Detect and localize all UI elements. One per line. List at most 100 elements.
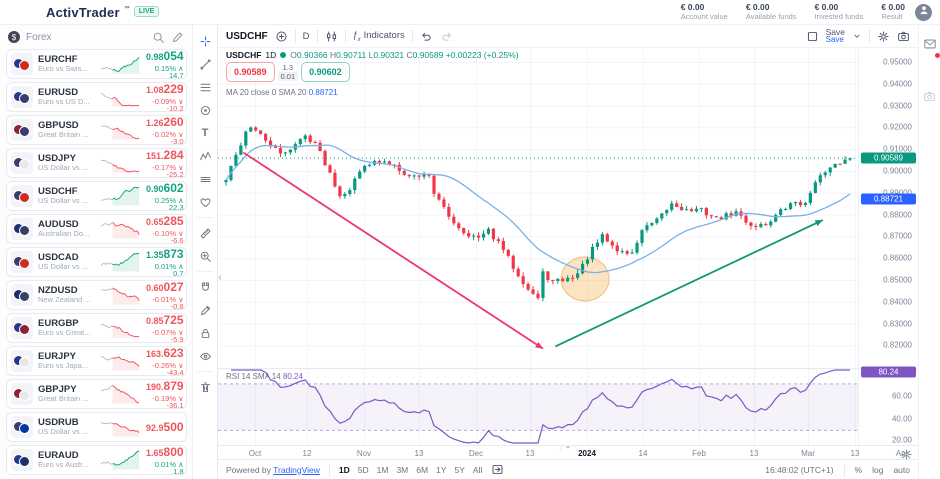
pane-collapse-chevron-icon[interactable]: ⌃: [559, 445, 577, 454]
watchlist-item-audusd[interactable]: AUDUSD Australian Do... 0.65285 -0.10% ∨…: [6, 214, 187, 245]
hide-drawings-tool-icon[interactable]: [196, 348, 214, 364]
watchlist-item-gbpusd[interactable]: GBPUSD Great Britain ... 1.26260 -0.02% …: [6, 115, 187, 147]
snapshot-camera-icon[interactable]: [897, 30, 910, 43]
time-axis[interactable]: ⌃ Oct 12 Nov 13 Dec 13 2024 14 Feb 13 Mar 13 Apr: [218, 445, 918, 460]
instrument-change: -0.02% ∨ -3.0: [152, 129, 184, 147]
trend-line-tool-icon[interactable]: [196, 56, 214, 72]
indicators-button[interactable]: ƒx Indicators: [353, 30, 405, 43]
auto-scale-button[interactable]: auto: [893, 464, 910, 475]
text-tool-icon[interactable]: T: [201, 127, 209, 139]
powered-by-text: Powered by TradingView: [226, 464, 320, 475]
watchlist-item-nzdusd[interactable]: NZDUSD New Zealand ... 0.60027 -0.01% ∨ …: [6, 280, 187, 312]
legend-symbol[interactable]: USDCHF: [226, 50, 262, 60]
range-button-5d[interactable]: 5D: [357, 464, 369, 475]
rsi-indicator-legend[interactable]: RSI 14 SMA 14 80.24: [226, 372, 303, 381]
shapes-tool-icon[interactable]: [196, 102, 214, 118]
magnet-tool-icon[interactable]: [196, 279, 214, 295]
price-axis[interactable]: 0.95000 0.94000 0.93000 0.92000 0.91000 0.900…: [858, 48, 918, 445]
toolbar-divider: [411, 29, 413, 43]
screenshot-camera-icon[interactable]: [923, 90, 936, 108]
percent-scale-button[interactable]: %: [854, 464, 863, 475]
range-button-all[interactable]: All: [472, 464, 483, 475]
drawing-mode-tool-icon[interactable]: [196, 302, 214, 318]
main-chart-canvas[interactable]: [218, 48, 918, 445]
sell-button[interactable]: 0.90589: [226, 62, 275, 82]
instrument-change: -0.19% ∨ -36.1: [152, 393, 184, 411]
watchlist-collapse-chevron-icon[interactable]: ‹: [218, 271, 222, 283]
watchlist-item-eurjpy[interactable]: EURJPY Euro vs Japa... 163.623 -0.26% ∨ …: [6, 346, 187, 377]
rsi-axis-label: 20.00: [891, 435, 912, 445]
ma-indicator-legend[interactable]: MA 20 close 0 SMA 20 0.88721: [226, 88, 338, 97]
buy-button[interactable]: 0.90602: [301, 62, 350, 82]
search-icon[interactable]: [152, 31, 165, 44]
watchlist-item-eurchf[interactable]: EURCHF Euro vs Swis... 0.98054 0.15% ∧ 1…: [6, 49, 187, 80]
measure-tool-icon[interactable]: [196, 225, 214, 241]
sparkline-chart: [99, 217, 141, 241]
instrument-change: -0.01% ∨ -0.8: [152, 294, 184, 312]
lock-drawings-tool-icon[interactable]: [196, 325, 214, 341]
chart-style-icon[interactable]: [325, 30, 338, 43]
currency-pair-flags-icon: [11, 317, 33, 339]
save-label: Save: [825, 26, 845, 37]
compare-add-icon[interactable]: [275, 30, 288, 43]
range-button-1y[interactable]: 1Y: [436, 464, 447, 475]
clock-text[interactable]: 16:48:02 (UTC+1): [765, 464, 834, 475]
delete-drawings-tool-icon[interactable]: [196, 379, 214, 395]
sparkline-chart: [99, 349, 141, 373]
watchlist-item-euraud[interactable]: EURAUD Euro vs Austr... 1.65800 0.01% ∧ …: [6, 445, 187, 476]
chevron-down-icon[interactable]: [852, 31, 862, 41]
tradingview-link[interactable]: TradingView: [273, 464, 320, 475]
toolbar-separator: [197, 217, 213, 218]
log-scale-button[interactable]: log: [872, 464, 884, 475]
toolbar-separator: [197, 271, 213, 272]
interval-button[interactable]: D: [302, 30, 310, 42]
watchlist-item-usdchf[interactable]: USDCHF US Dollar vs ... 0.90602 0.25% ∧ …: [6, 181, 187, 212]
watchlist-item-eurgbp[interactable]: EURGBP Euro vs Great... 0.85725 -0.07% ∨…: [6, 313, 187, 344]
watchlist-item-usdjpy[interactable]: USDJPY US Dollar vs ... 151.284 -0.17% ∨…: [6, 148, 187, 180]
price-axis-label: 0.85000: [883, 275, 912, 285]
watchlist-item-usdcad[interactable]: USDCAD US Dollar vs ... 1.35873 0.01% ∧ …: [6, 247, 187, 278]
time-axis-gear-icon[interactable]: [900, 448, 913, 463]
time-axis-label: Feb: [692, 449, 706, 458]
instrument-price: 1.08229: [146, 81, 184, 96]
range-button-1d[interactable]: 1D: [338, 464, 350, 475]
forecast-tool-icon[interactable]: [196, 171, 214, 187]
xabcd-pattern-tool-icon[interactable]: [196, 148, 214, 164]
range-button-1m[interactable]: 1M: [376, 464, 389, 475]
watchlist-group-label[interactable]: Forex: [26, 31, 52, 43]
instrument-description: Euro vs Austr...: [38, 460, 89, 469]
range-button-5y[interactable]: 5Y: [454, 464, 465, 475]
crosshair-tool-icon[interactable]: [196, 33, 214, 49]
instrument-symbol: USDCHF: [38, 187, 78, 198]
price-axis-label: 0.93000: [883, 101, 912, 111]
time-axis-label: Mar: [801, 449, 815, 458]
chart-settings-gear-icon[interactable]: [877, 30, 890, 43]
watchlist-item-gbpjpy[interactable]: GBPJPY Great Britain ... 190.879 -0.19% …: [6, 379, 187, 411]
go-to-date-icon[interactable]: [491, 463, 504, 476]
watchlist-item-usdrub[interactable]: USDRUB US Dollar vs ... 92.9500: [6, 412, 187, 442]
save-layout-button[interactable]: Save Save: [826, 28, 845, 45]
fib-retracement-tool-icon[interactable]: [196, 79, 214, 95]
chart-footer: Powered by TradingView 1D 5D 1M 3M 6M 1Y 5Y All…: [218, 459, 918, 479]
brand-logo: ActivTrader ™ LIVE: [46, 5, 160, 20]
undo-icon[interactable]: [420, 30, 433, 43]
sparkline-chart: [99, 283, 141, 307]
redo-icon[interactable]: [440, 30, 453, 43]
range-button-3m[interactable]: 3M: [396, 464, 409, 475]
emoji-tool-icon[interactable]: [196, 194, 214, 210]
time-axis-label: 12: [302, 449, 312, 458]
layout-panel-icon[interactable]: [806, 30, 819, 43]
save-sub-label: Save: [825, 35, 844, 45]
currency-pair-flags-icon: [11, 383, 33, 405]
user-avatar[interactable]: [915, 3, 932, 21]
range-button-6m[interactable]: 6M: [416, 464, 429, 475]
zoom-in-tool-icon[interactable]: [196, 248, 214, 264]
instrument-change: -0.17% ∨ -25.2: [152, 162, 184, 180]
watchlist-item-eurusd[interactable]: EURUSD Euro vs US D... 1.08229 -0.09% ∨ …: [6, 81, 187, 113]
price-axis-label: 0.90000: [883, 166, 912, 176]
notifications-envelope-icon[interactable]: [923, 37, 940, 59]
edit-watchlist-icon[interactable]: [171, 31, 184, 44]
sparkline-chart: [99, 316, 141, 340]
symbol-button[interactable]: USDCHF: [226, 30, 268, 42]
